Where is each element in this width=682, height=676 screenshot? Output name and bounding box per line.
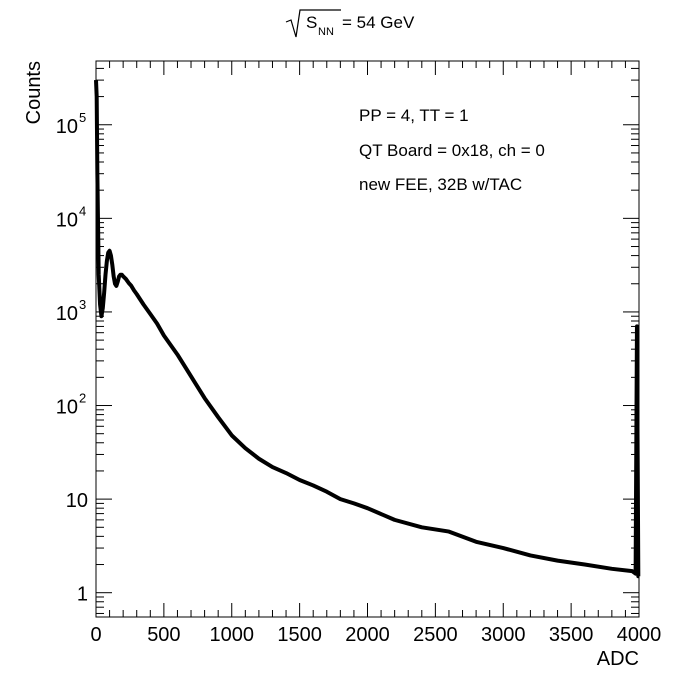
y-axis-label: Counts <box>23 61 45 124</box>
x-axis-tick-labels: 0 500 1000 1500 2000 2500 3000 3500 4000 <box>90 624 661 646</box>
x-axis-label: ADC <box>597 648 639 670</box>
y-tick-label: 1 <box>77 584 88 606</box>
x-axis-ticks <box>95 61 640 617</box>
y-tick-base: 10 <box>56 397 78 419</box>
y-tick-base: 10 <box>66 490 88 512</box>
x-tick-label: 500 <box>147 624 180 646</box>
title-radicand: S <box>306 13 317 32</box>
series-group <box>94 80 641 579</box>
y-tick-label: 10 <box>66 490 88 512</box>
y-tick-exponent: 4 <box>79 203 86 218</box>
y-tick-exponent: 5 <box>79 110 86 125</box>
x-tick-label: 2500 <box>413 624 458 646</box>
annotation-qt-board: QT Board = 0x18, ch = 0 <box>359 141 545 160</box>
x-tick-label: 0 <box>90 624 101 646</box>
y-tick-label: 10 2 <box>56 391 86 419</box>
series-line-0 <box>94 80 641 579</box>
sqrt-symbol <box>285 9 341 38</box>
x-tick-label: 2000 <box>345 624 390 646</box>
x-tick-label: 3000 <box>481 624 526 646</box>
title-value: = 54 GeV <box>342 13 415 32</box>
annotation-fee: new FEE, 32B w/TAC <box>359 175 522 194</box>
x-tick-label: 4000 <box>617 624 662 646</box>
y-tick-exponent: 2 <box>79 391 86 406</box>
y-tick-label: 10 3 <box>56 297 86 325</box>
title-subscript: NN <box>318 26 334 38</box>
y-tick-base: 1 <box>77 584 88 606</box>
y-tick-label: 10 4 <box>56 203 86 231</box>
x-tick-label: 1000 <box>210 624 255 646</box>
annotation-pp-tt: PP = 4, TT = 1 <box>359 106 469 125</box>
chart-title: S NN = 54 GeV <box>285 9 415 38</box>
y-tick-base: 10 <box>56 209 78 231</box>
annotations: PP = 4, TT = 1 QT Board = 0x18, ch = 0 n… <box>359 106 545 194</box>
y-tick-base: 10 <box>56 303 78 325</box>
y-tick-label: 10 5 <box>56 110 86 138</box>
x-tick-label: 1500 <box>277 624 322 646</box>
x-tick-label: 3500 <box>549 624 594 646</box>
y-tick-base: 10 <box>56 116 78 138</box>
y-tick-exponent: 3 <box>79 297 86 312</box>
